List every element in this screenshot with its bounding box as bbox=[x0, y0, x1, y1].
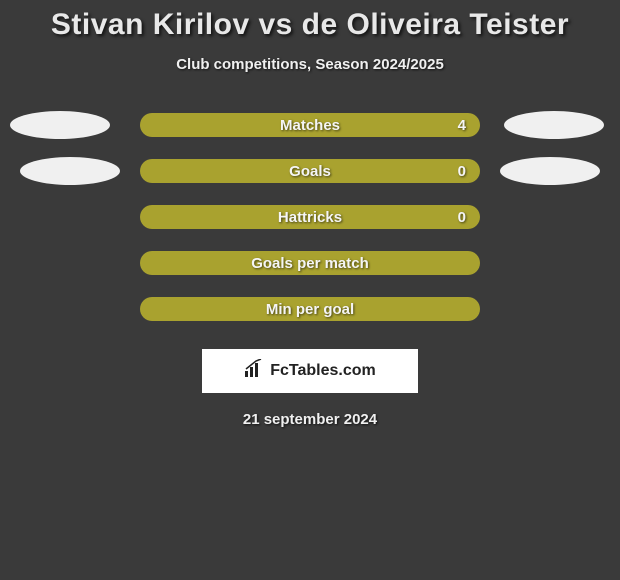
chart-icon bbox=[244, 359, 266, 384]
brand-box[interactable]: FcTables.com bbox=[202, 349, 418, 393]
ellipse-decoration bbox=[10, 111, 110, 139]
infographic-container: Stivan Kirilov vs de Oliveira Teister Cl… bbox=[0, 0, 620, 428]
page-title: Stivan Kirilov vs de Oliveira Teister bbox=[0, 8, 620, 42]
subtitle: Club competitions, Season 2024/2025 bbox=[0, 56, 620, 73]
ellipse-decoration bbox=[500, 157, 600, 185]
stat-label: Min per goal bbox=[266, 301, 354, 318]
stat-row-goals-per-match: Goals per match bbox=[0, 251, 620, 275]
ellipse-decoration bbox=[20, 157, 120, 185]
stat-label: Matches bbox=[280, 117, 340, 134]
stat-label: Goals bbox=[289, 163, 331, 180]
stat-bars: Matches 4 Goals 0 Hattricks 0 Goals per … bbox=[0, 113, 620, 321]
ellipse-decoration bbox=[504, 111, 604, 139]
stat-label: Hattricks bbox=[278, 209, 342, 226]
stat-bar: Min per goal bbox=[140, 297, 480, 321]
stat-row-matches: Matches 4 bbox=[0, 113, 620, 137]
stat-value: 0 bbox=[458, 209, 466, 226]
stat-label: Goals per match bbox=[251, 255, 369, 272]
stat-bar: Goals per match bbox=[140, 251, 480, 275]
stat-row-goals: Goals 0 bbox=[0, 159, 620, 183]
stat-value: 4 bbox=[458, 117, 466, 134]
stat-bar: Matches 4 bbox=[140, 113, 480, 137]
date-text: 21 september 2024 bbox=[0, 411, 620, 428]
stat-row-min-per-goal: Min per goal bbox=[0, 297, 620, 321]
brand-text: FcTables.com bbox=[270, 362, 376, 380]
stat-bar: Hattricks 0 bbox=[140, 205, 480, 229]
stat-bar: Goals 0 bbox=[140, 159, 480, 183]
stat-row-hattricks: Hattricks 0 bbox=[0, 205, 620, 229]
stat-value: 0 bbox=[458, 163, 466, 180]
